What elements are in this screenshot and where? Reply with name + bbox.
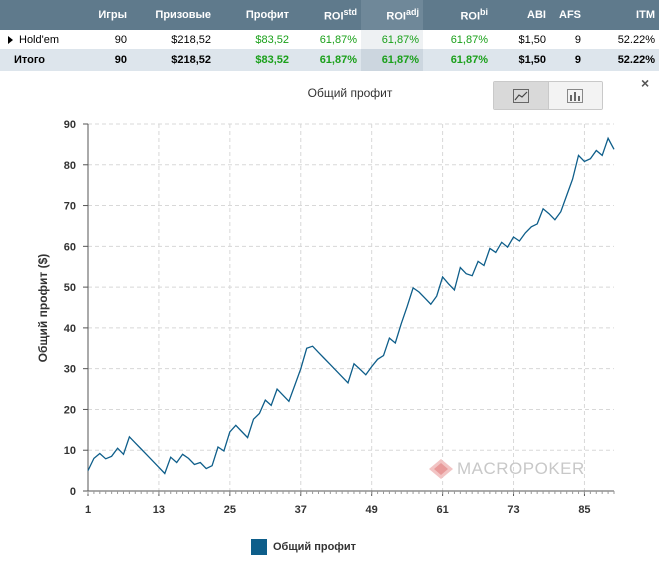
header-profit[interactable]: Профит <box>245 9 289 21</box>
total-games: 90 <box>114 54 127 66</box>
cell-itm: 52.22% <box>617 33 655 46</box>
line-chart-icon <box>512 88 529 103</box>
total-roi-bi: 61,87% <box>450 54 488 66</box>
header-roi-bi[interactable]: ROIbi <box>423 0 492 30</box>
header-prizes[interactable]: Призовые <box>155 9 211 21</box>
table-header-row: Игры Призовые Профит ROIstd ROIadj ROIbi… <box>0 0 659 30</box>
y-tick-label: 90 <box>64 119 76 131</box>
header-games[interactable]: Игры <box>98 9 127 21</box>
x-tick-label: 49 <box>366 504 378 516</box>
legend-swatch <box>251 539 267 555</box>
roi-adj-sup: adj <box>405 7 419 18</box>
bar-chart-icon <box>567 88 584 103</box>
cell-games: 90 <box>114 33 127 46</box>
expand-triangle-icon[interactable] <box>8 35 13 44</box>
row-name: Hold'em <box>19 33 60 46</box>
cell-roi-bi: 61,87% <box>450 33 488 46</box>
header-itm[interactable]: ITM <box>636 9 655 21</box>
roi-std-base: ROI <box>323 10 344 23</box>
total-roi-adj: 61,87% <box>361 49 423 71</box>
y-tick-label: 50 <box>64 282 76 294</box>
total-profit: $83,52 <box>255 54 289 66</box>
chart-ticks: 0 10 20 30 40 50 60 70 80 90 1 13 25 37 49 61 73 85 <box>64 119 615 516</box>
macropoker-logo-icon <box>429 459 453 479</box>
chart-type-toggle[interactable] <box>493 81 603 110</box>
roi-bi-sup: bi <box>480 7 488 18</box>
macropoker-watermark: MACROPOKER <box>428 458 585 480</box>
y-tick-label: 10 <box>64 445 76 457</box>
y-tick-label: 70 <box>64 201 76 213</box>
x-tick-label: 73 <box>507 504 519 516</box>
header-roi-std[interactable]: ROIstd <box>293 0 361 30</box>
y-tick-label: 20 <box>64 404 76 416</box>
total-name-cell: Итого <box>0 49 90 71</box>
header-abi[interactable]: ABI <box>527 9 546 21</box>
row-name-cell[interactable]: Hold'em <box>0 30 90 49</box>
x-tick-label: 1 <box>85 504 91 516</box>
total-prizes: $218,52 <box>171 54 211 66</box>
bar-chart-button[interactable] <box>547 82 602 109</box>
close-icon[interactable]: × <box>641 75 650 91</box>
table-row[interactable]: Hold'em 90 $218,52 $83,52 61,87% 61,87% … <box>0 30 659 49</box>
total-abi: $1,50 <box>518 54 546 66</box>
y-tick-label: 60 <box>64 241 76 253</box>
roi-adj-base: ROI <box>386 10 406 23</box>
chart-axes <box>87 124 614 492</box>
roi-bi-base: ROI <box>460 10 480 23</box>
y-tick-label: 40 <box>64 323 76 335</box>
legend-label: Общий профит <box>273 541 357 553</box>
x-tick-label: 61 <box>436 504 448 516</box>
watermark-text: MACROPOKER <box>457 459 585 478</box>
table-total-row: Итого 90 $218,52 $83,52 61,87% 61,87% 61… <box>0 49 659 71</box>
cell-afs: 9 <box>574 33 581 46</box>
x-tick-label: 13 <box>153 504 165 516</box>
total-afs: 9 <box>574 54 581 66</box>
series-line-total-profit <box>87 136 615 475</box>
roi-std-sup: std <box>343 7 358 18</box>
y-tick-label: 0 <box>70 486 76 498</box>
cell-roi-std: 61,87% <box>319 33 357 46</box>
stats-table: Игры Призовые Профит ROIstd ROIadj ROIbi… <box>0 0 659 71</box>
total-roi-std: 61,87% <box>319 54 357 66</box>
chart-title: Общий профит <box>307 86 393 100</box>
x-tick-label: 85 <box>578 504 590 516</box>
y-tick-label: 30 <box>64 364 76 376</box>
y-axis-label: Общий профит ($) <box>36 254 50 363</box>
chart-grid <box>87 123 614 491</box>
cell-prizes: $218,52 <box>171 33 211 46</box>
cell-roi-adj: 61,87% <box>361 30 423 49</box>
x-tick-label: 37 <box>295 504 307 516</box>
cell-abi: $1,50 <box>518 33 546 46</box>
header-afs[interactable]: AFS <box>559 9 581 21</box>
line-chart-button[interactable] <box>494 82 548 109</box>
header-roi-adj[interactable]: ROIadj <box>361 0 423 30</box>
total-itm: 52.22% <box>617 54 655 66</box>
total-name: Итого <box>14 54 46 66</box>
cell-profit: $83,52 <box>255 33 289 46</box>
x-tick-label: 25 <box>224 504 236 516</box>
y-tick-label: 80 <box>64 160 76 172</box>
chart-legend[interactable]: Общий профит <box>251 539 356 555</box>
